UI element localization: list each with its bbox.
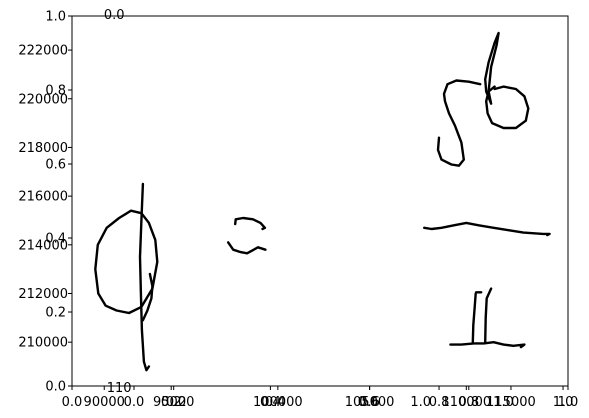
- overlay-y-tick-label: 0.8: [45, 84, 66, 99]
- data-y-tick-label: 214000: [18, 238, 68, 253]
- data-y-tick-label: 220000: [18, 92, 68, 107]
- data-x-tick-label: 90000: [84, 395, 125, 410]
- overlay-y-tick-label: 0.0: [45, 380, 66, 395]
- axes-layer: 0.00.20.40.60.81.00.0 0.2 0.4 0.6 0.8 1.00.02…: [18, 8, 578, 410]
- data-x-tick-label: 105000: [345, 395, 395, 410]
- data-x-extra-label: 0.2: [166, 395, 187, 410]
- data-y-tick-label: 218000: [18, 141, 68, 156]
- stroke-line-8: [423, 221, 551, 237]
- stroke-line-0: [138, 182, 151, 372]
- stroke-line-7: [485, 85, 530, 130]
- chart-strokes: [94, 31, 551, 372]
- overlay-y-tick-label: 0.2: [45, 306, 66, 321]
- data-x-tick-label: 95000: [153, 395, 194, 410]
- data-x-tick-label: 100000: [253, 395, 303, 410]
- data-x-tick-label: 0.8: [429, 395, 450, 410]
- data-y-tick-label: 212000: [18, 287, 68, 302]
- overlay-x-tick-label: 0.2: [161, 395, 182, 410]
- data-x-extra-label: 1.0: [493, 395, 514, 410]
- data-x-tick-label: 110000: [441, 395, 491, 410]
- overlay-x-tick-label: 0.6: [359, 395, 380, 410]
- stroke-line-12: [484, 287, 493, 344]
- data-x-tick-label: 115000: [486, 395, 536, 410]
- data-x-tick-label: 0.0: [124, 395, 145, 410]
- data-x-extra-label: 1.0: [410, 395, 431, 410]
- overlay-x-tick-label: 1.0: [558, 395, 579, 410]
- overlay-y-tick-label: 0.6: [45, 158, 66, 173]
- stroke-line-2: [141, 272, 154, 322]
- overlay-x-tick-label: 0.8: [458, 395, 479, 410]
- data-y-tick-label: 222000: [18, 44, 68, 59]
- overlay-top-label: 0.0: [104, 8, 125, 23]
- overlay-x-tick-label: 0.4: [260, 395, 281, 410]
- stroke-line-5: [436, 79, 482, 167]
- stroke-line-10: [471, 292, 477, 344]
- stroke-line-4: [226, 241, 267, 255]
- overlay-y-tick-label: 1.0: [45, 10, 66, 25]
- overlay-y-tick-label: 0.4: [45, 232, 66, 247]
- stroke-line-6: [484, 31, 500, 105]
- stroke-line-1: [94, 209, 159, 315]
- data-x-extra-label: 110: [107, 381, 132, 396]
- overlay-x-tick-label: 0.0: [62, 395, 83, 410]
- data-x-extra-label: 0.6: [358, 395, 379, 410]
- stroke-line-9: [449, 341, 526, 349]
- data-x-extra-label: 0.4: [265, 395, 286, 410]
- data-y-tick-label: 210000: [18, 336, 68, 351]
- plot-frame: [71, 15, 569, 387]
- data-y-tick-label: 216000: [18, 190, 68, 205]
- stroke-line-3: [233, 216, 267, 231]
- data-x-tick-label: 1.0: [553, 395, 574, 410]
